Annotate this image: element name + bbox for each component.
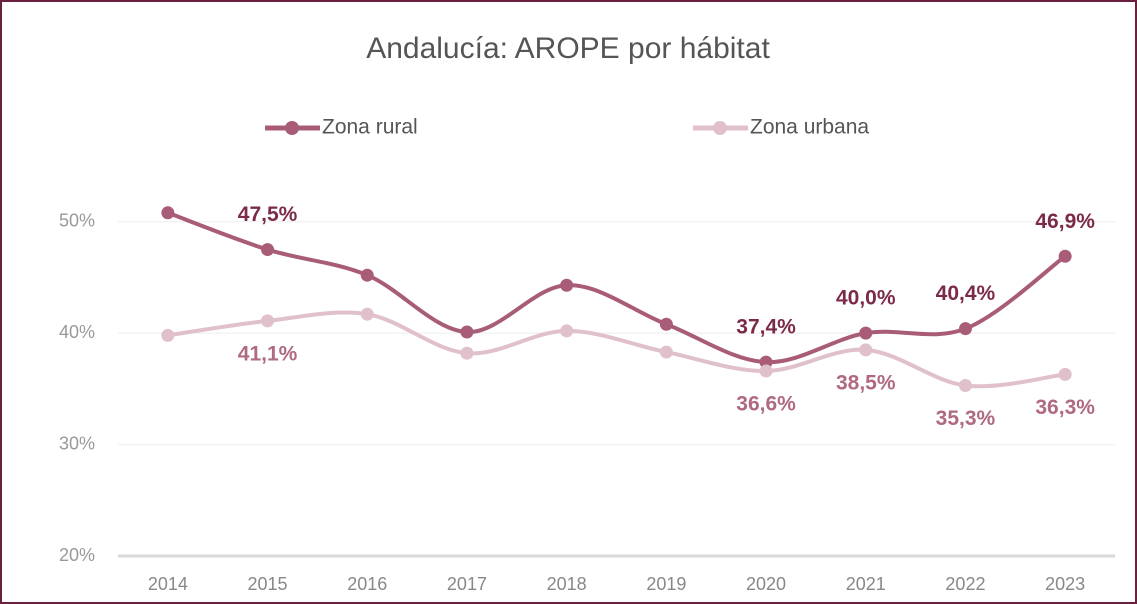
data-label: 36,6% xyxy=(736,393,796,416)
x-tick-label: 2017 xyxy=(447,574,487,594)
legend-label: Zona rural xyxy=(322,116,418,139)
x-tick-label: 2021 xyxy=(846,574,886,594)
data-point xyxy=(659,345,673,359)
data-point xyxy=(1058,249,1072,263)
chart-title: Andalucía: AROPE por hábitat xyxy=(366,32,770,65)
data-label: 37,4% xyxy=(736,316,796,339)
x-tick-label: 2018 xyxy=(547,574,587,594)
x-tick-label: 2020 xyxy=(746,574,786,594)
data-point xyxy=(1058,367,1072,381)
data-point xyxy=(460,346,474,360)
data-point xyxy=(161,206,175,220)
data-label: 47,5% xyxy=(238,203,298,226)
data-point xyxy=(560,324,574,338)
data-label: 38,5% xyxy=(836,371,896,394)
data-point xyxy=(958,379,972,393)
y-tick-label: 40% xyxy=(59,322,95,342)
data-label: 36,3% xyxy=(1035,396,1095,419)
data-point xyxy=(560,278,574,292)
data-label: 40,0% xyxy=(836,287,896,310)
series-line xyxy=(167,210,1067,365)
data-point xyxy=(161,328,175,342)
legend-marker xyxy=(713,121,727,135)
data-point xyxy=(460,325,474,339)
data-point xyxy=(859,343,873,357)
data-point xyxy=(360,307,374,321)
data-point xyxy=(759,355,773,369)
data-point xyxy=(261,314,275,328)
data-point xyxy=(360,268,374,282)
y-tick-label: 20% xyxy=(59,545,95,565)
x-tick-label: 2016 xyxy=(347,574,387,594)
data-point xyxy=(659,317,673,331)
legend-marker xyxy=(285,121,299,135)
data-label: 46,9% xyxy=(1035,210,1095,233)
data-label: 40,4% xyxy=(936,282,996,305)
x-tick-label: 2015 xyxy=(248,574,288,594)
y-tick-label: 50% xyxy=(59,210,95,230)
x-tick-label: 2022 xyxy=(945,574,985,594)
series-line xyxy=(167,310,1066,389)
data-label: 41,1% xyxy=(238,342,298,365)
data-point xyxy=(859,326,873,340)
legend-label: Zona urbana xyxy=(750,116,869,139)
data-point xyxy=(958,322,972,336)
data-point xyxy=(759,364,773,378)
x-tick-label: 2019 xyxy=(646,574,686,594)
data-label: 35,3% xyxy=(936,407,996,430)
x-tick-label: 2014 xyxy=(148,574,188,594)
x-tick-label: 2023 xyxy=(1045,574,1085,594)
y-tick-label: 30% xyxy=(59,433,95,453)
data-point xyxy=(261,243,275,257)
